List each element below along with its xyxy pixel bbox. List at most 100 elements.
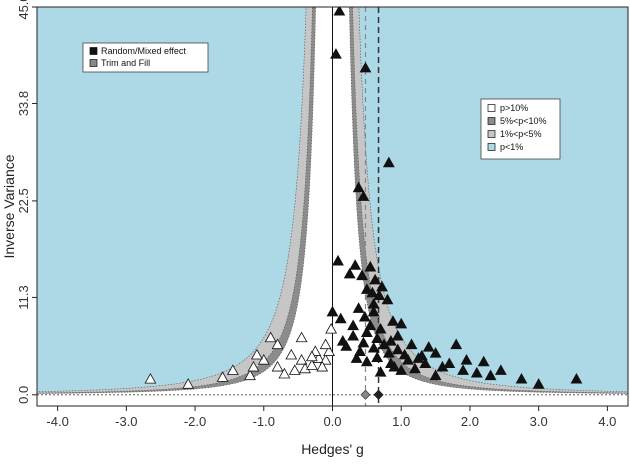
imputed-study-point [323,345,335,356]
y-tick-label: 33.8 [16,91,31,116]
legends: Random/Mixed effect Trim and Fill p>10% 5%<… [82,42,561,160]
observed-study-point [367,341,380,353]
legend-swatch [487,130,496,138]
x-tick-label: -4.0 [46,414,68,429]
observed-study-point [422,341,435,352]
contour-line-2-left [37,7,316,394]
observed-study-point [352,302,365,313]
observed-study-point [419,357,432,369]
legend-swatch [89,47,98,55]
observed-study-point [343,267,356,279]
x-tick-label: -2.0 [184,414,206,429]
observed-study-point [358,310,371,322]
imputed-study-point [226,364,239,375]
observed-study-point [382,347,395,358]
observed-study-point [360,355,373,367]
imputed-study-point [305,350,318,362]
observed-study-point [347,319,360,331]
legend-effect-type-box [82,42,209,73]
observed-study-point [349,259,362,270]
observed-study-point [366,286,379,298]
observed-study-point [457,364,469,375]
observed-study-point [532,378,545,389]
observed-study-point [387,315,399,326]
observed-study-point [391,329,404,341]
observed-study-point [356,269,368,281]
legend-label: p>10% [500,103,528,113]
legend-label: p<1% [500,142,523,152]
y-axis-title: Inverse Variance [1,154,17,258]
imputed-study-point [251,348,263,360]
observed-study-point [409,362,421,374]
observed-study-point [385,335,397,346]
observed-study-point [429,369,442,381]
imputed-study-point [278,367,291,379]
observed-study-point [395,364,408,375]
imputed-study-point [144,372,157,384]
observed-study-point [382,156,395,168]
imputed-study-point [271,338,284,350]
legend-swatch [487,143,496,151]
observed-study-point [378,338,390,350]
observed-study-point [367,305,380,317]
observed-study-point [333,7,346,16]
observed-study-point [369,273,382,285]
legend-swatch [89,59,98,67]
legend-label: 1%<p<5% [500,129,542,139]
imputed-study-point [216,371,229,382]
imputed-study-point [295,354,308,365]
y-tick-label: 22.5 [16,188,31,213]
observed-study-point [460,354,473,365]
observed-study-point [360,326,373,337]
observed-pooled-effect-diamond [373,389,384,400]
imputed-study-point [244,369,256,381]
series-observed [326,7,583,389]
observed-study-point [336,335,349,346]
observed-study-point [381,293,394,305]
imputed-study-point [316,360,329,372]
series-imputed [144,322,338,389]
legend-significance: p>10% 5%<p<10% 1%<p<5% p<1% [480,98,561,160]
x-tick-label: 3.0 [530,414,548,429]
imputed-study-point [288,364,301,375]
imputed-study-point [257,354,270,365]
contour-line-0-right [358,7,628,393]
observed-study-point [470,366,483,378]
observed-study-point [360,283,373,294]
observed-study-point [332,254,344,266]
x-tick-label: 4.0 [598,414,616,429]
imputed-study-point [295,331,308,343]
observed-study-point [334,312,347,324]
observed-study-point [402,354,414,365]
axes: -4.0 -3.0 -2.0 -1.0 0.0 1.0 2.0 3.0 4.0 0.0 11.3 22… [16,0,629,429]
observed-study-point [340,340,353,351]
observed-study-point [373,289,386,300]
observed-study-point [395,317,408,329]
legend-swatch [487,117,496,125]
observed-study-point [494,364,507,375]
imputed-study-point [285,348,298,360]
observed-study-point [443,357,456,369]
y-tick-label: 0.0 [16,386,31,404]
x-tick-label: 1.0 [392,414,410,429]
observed-study-point [330,48,342,59]
legend-swatch [487,104,496,112]
contour-line-0-left [37,7,307,393]
observed-study-point [412,352,425,363]
contour-line-1-left [37,7,313,394]
legend-label: Random/Mixed effect [101,46,186,56]
x-tick-label: -3.0 [115,414,137,429]
observed-study-point [371,351,384,362]
observed-study-point [484,369,497,381]
observed-study-point [429,347,442,358]
contour-line-1-right [352,7,628,394]
imputed-study-point [271,360,284,372]
observed-study-point [374,366,387,377]
observed-study-point [371,332,384,344]
observed-study-point [405,338,418,350]
legend-label: Trim and Fill [101,58,150,68]
observed-study-point [326,305,339,317]
observed-study-point [359,61,372,73]
observed-study-point [570,372,583,384]
